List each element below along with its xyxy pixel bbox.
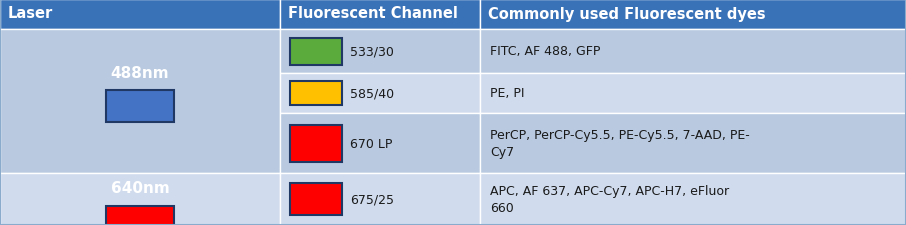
Bar: [0, 173, 280, 225]
Bar: [290, 183, 342, 215]
Bar: [0, 0, 280, 30]
Text: 670 LP: 670 LP: [350, 137, 392, 150]
Bar: [480, 113, 906, 173]
Bar: [280, 30, 480, 74]
Text: PE, PI: PE, PI: [490, 87, 525, 100]
Bar: [480, 173, 906, 225]
Text: 585/40: 585/40: [350, 87, 394, 100]
Bar: [480, 74, 906, 113]
Bar: [290, 82, 342, 106]
Bar: [280, 74, 480, 113]
Text: 675/25: 675/25: [350, 193, 394, 206]
Bar: [0, 30, 280, 173]
Text: Laser: Laser: [8, 7, 53, 21]
Bar: [280, 113, 480, 173]
Text: Commonly used Fluorescent dyes: Commonly used Fluorescent dyes: [488, 7, 766, 21]
Bar: [480, 30, 906, 74]
Bar: [280, 173, 480, 225]
Text: Fluorescent Channel: Fluorescent Channel: [288, 7, 458, 21]
Text: APC, AF 637, APC-Cy7, APC-H7, eFluor
660: APC, AF 637, APC-Cy7, APC-H7, eFluor 660: [490, 184, 729, 214]
Bar: [280, 0, 480, 30]
Bar: [290, 38, 342, 65]
Bar: [480, 0, 906, 30]
Text: FITC, AF 488, GFP: FITC, AF 488, GFP: [490, 45, 601, 58]
Bar: [290, 125, 342, 162]
Text: PerCP, PerCP-Cy5.5, PE-Cy5.5, 7-AAD, PE-
Cy7: PerCP, PerCP-Cy5.5, PE-Cy5.5, 7-AAD, PE-…: [490, 128, 750, 158]
Text: 640nm: 640nm: [111, 180, 169, 195]
Bar: [106, 91, 174, 123]
Text: 488nm: 488nm: [111, 65, 169, 80]
Text: 533/30: 533/30: [350, 45, 394, 58]
Bar: [106, 206, 174, 225]
